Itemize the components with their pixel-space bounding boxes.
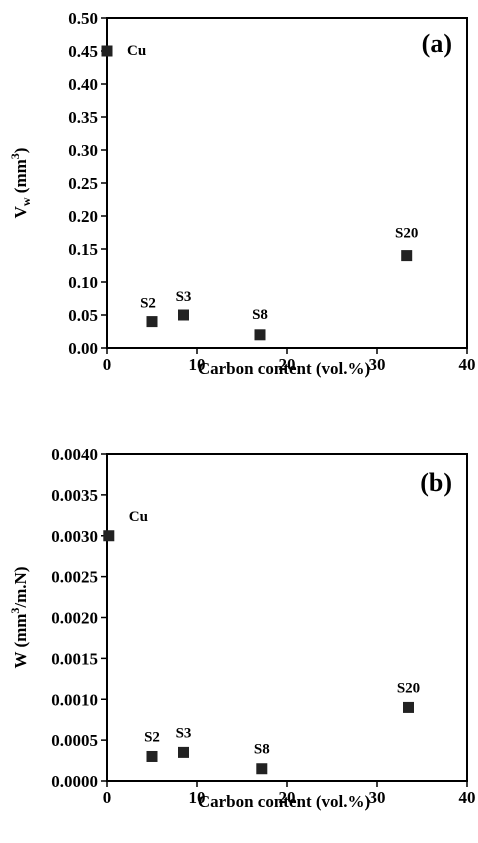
y-tick-label-1-0: 0.0000: [51, 772, 98, 791]
y-tick-label-0-5: 0.25: [68, 174, 98, 193]
y-axis-title-0: Vw (mm3): [8, 148, 33, 219]
x-tick-label-0-4: 40: [459, 355, 476, 374]
y-tick-label-0-8: 0.40: [68, 75, 98, 94]
data-point-s3: [178, 746, 189, 758]
y-tick-label-0-3: 0.15: [68, 240, 98, 259]
point-label-s2: S2: [144, 729, 160, 745]
y-tick-label-0-1: 0.05: [68, 306, 98, 325]
point-label-s8: S8: [252, 307, 268, 323]
panel-label-1: (b): [420, 468, 452, 497]
data-point-s20: [401, 250, 413, 262]
y-tick-label-1-1: 0.0005: [51, 731, 98, 750]
point-label-s3: S3: [176, 289, 192, 305]
plot-frame-1: [106, 453, 468, 782]
y-axis-title-part-ylabel_close: ): [11, 148, 30, 154]
data-point-s2: [146, 750, 158, 762]
y-tick-label-0-10: 0.50: [68, 9, 98, 28]
y-tick-label-0-7: 0.35: [68, 108, 98, 127]
x-tick-label-1-2: 20: [279, 788, 296, 807]
y-axis-title-part-ylabel_rest: (mm: [11, 159, 30, 197]
y-tick-label-1-3: 0.0015: [51, 649, 98, 668]
y-tick-label-0-0: 0.00: [68, 339, 98, 358]
y-axis-title-part-ylabel_main: V: [11, 205, 30, 218]
y-tick-label-1-2: 0.0010: [51, 690, 98, 709]
y-axis-title-part-ylabel_sub: w: [19, 197, 33, 206]
y-tick-label-1-5: 0.0025: [51, 568, 98, 587]
y-tick-label-1-7: 0.0035: [51, 486, 98, 505]
y-tick-label-0-4: 0.20: [68, 207, 98, 226]
data-point-cu: [101, 45, 113, 57]
y-axis-title-part-ylabel_main: W (mm: [11, 614, 30, 669]
x-tick-label-0-1: 10: [189, 355, 206, 374]
y-tick-label-1-8: 0.0040: [51, 445, 98, 464]
x-tick-label-0-0: 0: [103, 355, 112, 374]
y-axis-title-part-ylabel_sup: 3: [8, 608, 22, 614]
data-point-s2: [146, 316, 158, 328]
y-tick-label-1-4: 0.0020: [51, 609, 98, 628]
point-label-s8: S8: [254, 742, 270, 758]
x-tick-label-1-3: 30: [369, 788, 386, 807]
y-tick-label-0-6: 0.30: [68, 141, 98, 160]
point-label-cu: Cu: [129, 509, 148, 525]
x-axis-title-0: Carbon content (vol.%): [198, 359, 370, 378]
data-point-s8: [254, 329, 266, 341]
x-tick-label-0-3: 30: [369, 355, 386, 374]
y-axis-title-part-ylabel_close: /m.N): [11, 566, 30, 608]
x-axis-title-1: Carbon content (vol.%): [198, 792, 370, 811]
y-tick-label-0-2: 0.10: [68, 273, 98, 292]
plot-frame-0: [106, 17, 468, 349]
y-axis-title-1: W (mm3/m.N): [8, 566, 30, 668]
point-label-s20: S20: [397, 680, 420, 696]
x-tick-label-1-1: 10: [189, 788, 206, 807]
point-label-s2: S2: [140, 296, 156, 312]
point-label-s3: S3: [176, 725, 192, 741]
y-tick-label-1-6: 0.0030: [51, 527, 98, 546]
panel-label-0: (a): [422, 29, 452, 58]
y-tick-label-0-9: 0.45: [68, 42, 98, 61]
data-point-s8: [256, 763, 268, 775]
point-label-s20: S20: [395, 226, 418, 242]
data-point-s3: [178, 309, 189, 321]
data-point-s20: [403, 701, 414, 713]
x-tick-label-1-0: 0: [103, 788, 112, 807]
point-label-cu: Cu: [127, 43, 146, 59]
x-tick-label-1-4: 40: [459, 788, 476, 807]
y-axis-title-part-ylabel_sup: 3: [8, 153, 22, 159]
data-point-cu: [103, 530, 115, 542]
x-tick-label-0-2: 20: [279, 355, 296, 374]
